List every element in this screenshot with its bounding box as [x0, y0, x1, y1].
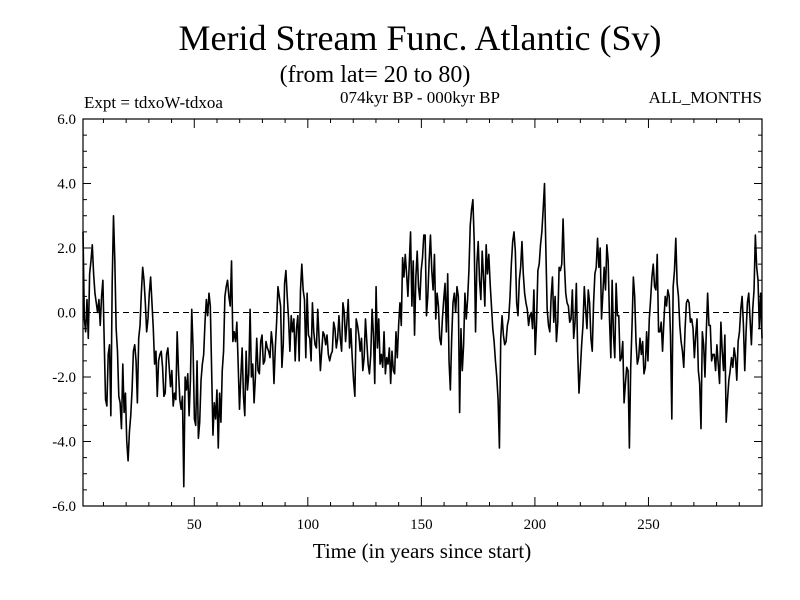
chart-subtitle: (from lat= 20 to 80)	[280, 62, 471, 88]
plot-frame	[82, 118, 763, 507]
x-axis-label: Time (in years since start)	[313, 539, 532, 563]
x-tick-label: 200	[524, 517, 547, 533]
y-tick-label: -4.0	[52, 435, 76, 451]
months-label: ALL_MONTHS	[649, 88, 762, 107]
y-tick-label: -2.0	[52, 370, 76, 386]
series-line	[82, 182, 763, 488]
period-label: 074kyr BP - 000kyr BP	[340, 88, 500, 107]
x-tick-label: 250	[637, 517, 660, 533]
chart-title: Merid Stream Func. Atlantic (Sv)	[179, 18, 662, 58]
y-tick-label: 6.0	[57, 112, 76, 128]
experiment-label: Expt = tdxoW-tdxoa	[84, 93, 223, 112]
y-tick-label: 0.0	[57, 306, 76, 322]
tick-labels: -6.0 -4.0 -2.0 0.0 2.0 4.0 6.0 50 100 150 200 250	[52, 112, 659, 533]
x-tick-label: 150	[410, 517, 433, 533]
x-tick-label: 50	[187, 517, 202, 533]
y-tick-label: 4.0	[57, 177, 76, 193]
y-tick-label: 2.0	[57, 241, 76, 257]
y-tick-label: -6.0	[52, 499, 76, 515]
x-tick-label: 100	[297, 517, 320, 533]
